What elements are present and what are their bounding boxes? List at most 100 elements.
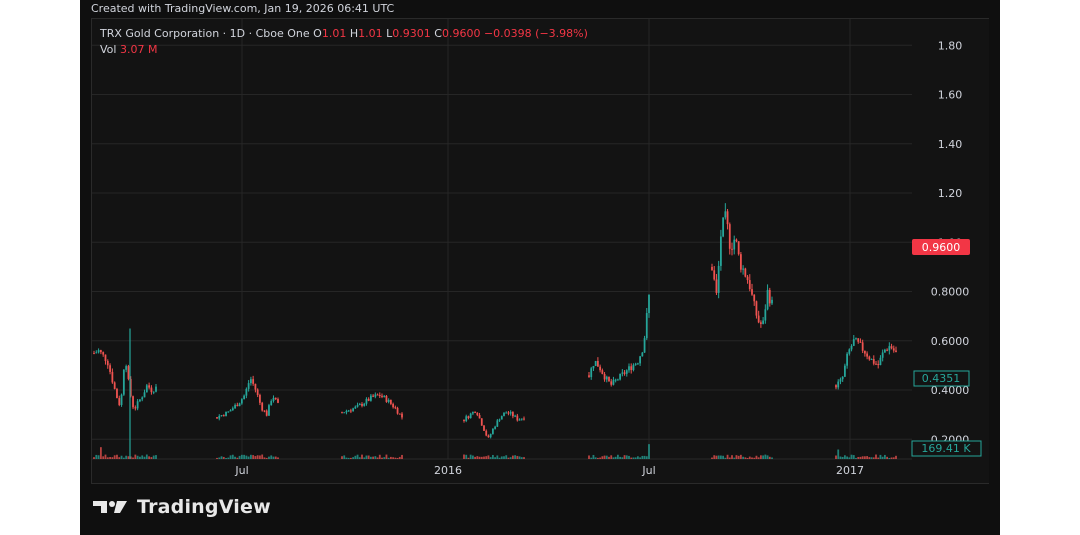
candle-body xyxy=(603,373,606,380)
vol-value: 3.07 M xyxy=(119,43,158,56)
candle-body xyxy=(141,397,144,400)
volume-bar xyxy=(349,457,352,459)
candle-body xyxy=(636,363,639,365)
candle-body xyxy=(514,415,517,417)
volume-bar xyxy=(507,457,510,459)
volume-bar xyxy=(122,457,125,459)
volume-bar xyxy=(771,457,773,459)
volume-bar xyxy=(762,455,765,459)
volume-bar xyxy=(99,447,102,459)
volume-bar xyxy=(256,455,259,459)
volume-bar xyxy=(879,454,882,459)
candle-body xyxy=(837,381,840,388)
volume-bar xyxy=(125,455,128,459)
volume-bar xyxy=(648,444,650,459)
volume-bar xyxy=(234,456,236,459)
x-tick-label: 2016 xyxy=(434,464,462,477)
candle-body xyxy=(216,417,218,419)
candle-body xyxy=(256,389,259,395)
volume-bar xyxy=(216,457,218,459)
volume-bar xyxy=(614,456,617,459)
candle-body xyxy=(592,365,595,369)
volume-bar xyxy=(218,457,221,459)
candle-body xyxy=(892,348,895,351)
volume-bar xyxy=(396,457,399,459)
candle-body xyxy=(383,395,386,397)
volume-bar xyxy=(599,457,602,459)
volume-bar xyxy=(612,457,615,459)
volume-bar xyxy=(621,457,624,459)
candle-body xyxy=(106,361,109,366)
low-label: L xyxy=(386,27,393,40)
candle-body xyxy=(263,410,266,412)
candle-body xyxy=(757,315,760,323)
volume-bar xyxy=(356,454,359,459)
volume-bar xyxy=(152,455,155,459)
volume-bar xyxy=(839,456,842,459)
candle-body xyxy=(113,382,116,389)
candle-body xyxy=(148,385,151,388)
candle-body xyxy=(724,211,727,218)
volume-bar xyxy=(722,455,725,459)
volume-bar xyxy=(139,456,141,459)
candle-body xyxy=(496,420,499,427)
volume-bar xyxy=(643,455,646,459)
volume-bar xyxy=(155,455,157,459)
candle-body xyxy=(259,394,261,403)
volume-bar xyxy=(134,454,137,459)
volume-bar xyxy=(352,457,355,459)
volume-bar xyxy=(875,454,877,459)
volume-bar xyxy=(263,457,266,459)
candle-body xyxy=(861,342,864,351)
volume-bar xyxy=(376,457,379,459)
price-chart[interactable]: 1.801.601.401.201.000.80000.60000.40000.… xyxy=(92,19,989,483)
volume-bar xyxy=(636,456,639,459)
candle-body xyxy=(735,239,738,242)
volume-bar xyxy=(746,457,749,459)
volume-bar xyxy=(509,457,512,459)
candle-body xyxy=(116,388,118,399)
candle-body xyxy=(478,415,481,419)
volume-bar xyxy=(843,455,846,459)
candle-body xyxy=(715,279,718,293)
volume-bar xyxy=(358,457,361,459)
candle-body xyxy=(270,401,273,406)
volume-bar xyxy=(852,455,855,459)
volume-bar xyxy=(835,455,837,459)
candle-body xyxy=(872,359,875,364)
volume-bar xyxy=(243,454,246,459)
chart-panel[interactable]: 1.801.601.401.201.000.80000.60000.40000.… xyxy=(91,18,989,484)
volume-bar xyxy=(480,456,483,459)
y-tick-label: 1.80 xyxy=(938,39,963,52)
candle-body xyxy=(886,349,889,351)
symbol-title: TRX Gold Corporation · 1D · Cboe One xyxy=(100,27,310,40)
volume-bar xyxy=(367,455,370,459)
candle-body xyxy=(387,399,390,402)
candle-body xyxy=(218,415,221,419)
candle-body xyxy=(711,266,713,271)
volume-bar xyxy=(594,457,597,459)
vol-label: Vol xyxy=(100,43,117,56)
volume-bar xyxy=(129,456,132,459)
candle-body xyxy=(863,350,866,354)
volume-bar xyxy=(274,456,277,459)
volume-bar xyxy=(717,455,720,459)
candle-body xyxy=(726,211,729,225)
tradingview-logo[interactable]: TradingView xyxy=(93,496,271,518)
volume-bar xyxy=(483,456,485,459)
candle-body xyxy=(95,352,98,354)
candle-body xyxy=(363,403,366,406)
volume-bar xyxy=(363,457,366,459)
volume-bar xyxy=(766,455,769,459)
candle-body xyxy=(396,407,399,414)
candle-body xyxy=(274,397,277,400)
grid-lines xyxy=(92,19,912,460)
volume-bar xyxy=(719,455,722,459)
volume-bar xyxy=(478,456,481,459)
y-tick-label: 0.8000 xyxy=(931,286,970,299)
volume-bar xyxy=(751,457,753,459)
ma-badge-bg xyxy=(913,370,970,387)
volume-bars xyxy=(93,444,897,459)
candle-body xyxy=(768,289,771,304)
candle-body xyxy=(376,394,379,396)
